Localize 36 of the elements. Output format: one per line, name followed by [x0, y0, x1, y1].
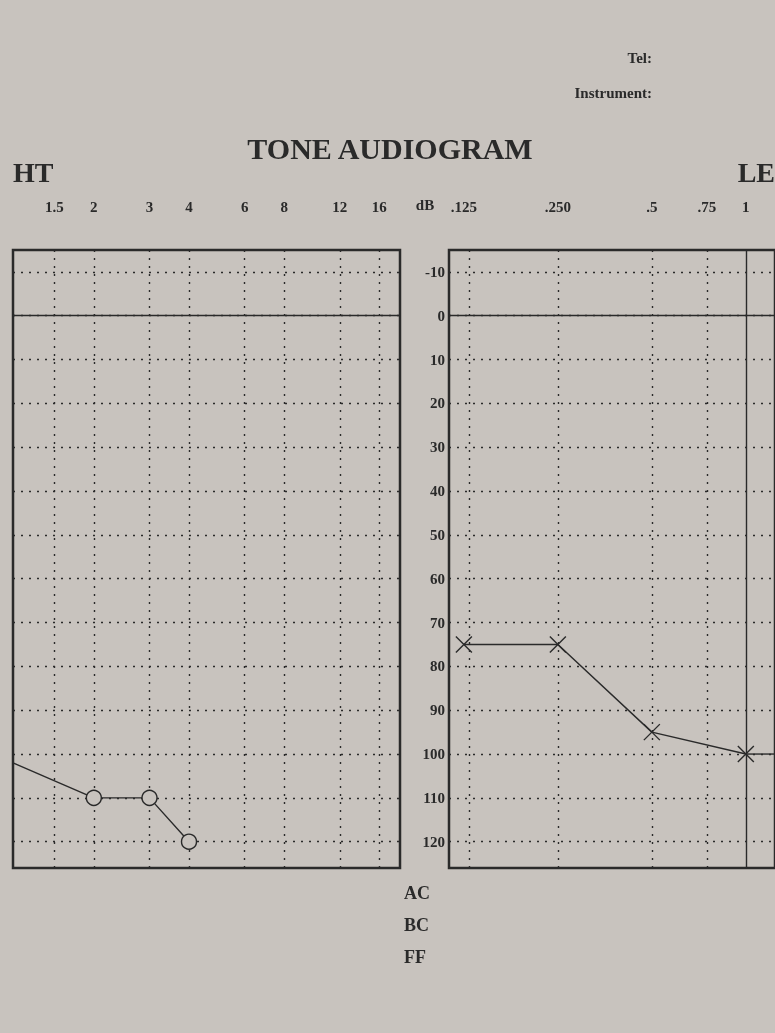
x-tick-label: 16: [371, 198, 388, 215]
x-tick-label: .250: [544, 198, 571, 215]
text: BC: [404, 915, 430, 935]
text: AC: [404, 883, 430, 903]
y-tick-label: 40: [430, 483, 445, 500]
y-tick-label: -10: [425, 263, 445, 280]
x-tick-label: 8: [280, 198, 288, 215]
y-axis-title: dB: [415, 197, 435, 213]
y-tick-label: 110: [423, 789, 445, 806]
y-tick-label: 60: [430, 570, 445, 587]
x-tick-label: 1: [742, 198, 750, 215]
y-tick-label: 20: [430, 395, 445, 412]
x-tick-label: 4: [185, 198, 194, 215]
chart-title: TONE AUDIOGRAM: [247, 131, 533, 165]
y-tick-label: 10: [430, 351, 445, 368]
chart-subtitle: HT: [13, 156, 54, 188]
x-tick-label: .75: [697, 198, 717, 215]
text: Instrument:: [574, 85, 652, 101]
text: FF: [404, 947, 426, 967]
y-tick-label: 90: [430, 702, 445, 719]
y-tick-label: 100: [422, 746, 445, 763]
x-tick-label: 6: [240, 198, 249, 215]
chart-subtitle: LE: [737, 156, 775, 188]
x-tick-label: 12: [332, 198, 348, 215]
y-tick-label: 50: [430, 526, 445, 543]
x-tick-label: 3: [145, 198, 154, 215]
y-tick-label: 70: [430, 614, 445, 631]
x-tick-label: 2: [90, 198, 98, 215]
y-tick-label: 120: [422, 833, 445, 850]
y-tick-label: 80: [430, 658, 445, 675]
text: Tel:: [627, 50, 652, 66]
x-tick-label: 1.5: [44, 198, 64, 215]
x-tick-label: .125: [450, 198, 478, 215]
x-tick-label: .5: [646, 198, 658, 215]
y-tick-label: 0: [437, 307, 445, 324]
y-tick-label: 30: [430, 439, 445, 456]
